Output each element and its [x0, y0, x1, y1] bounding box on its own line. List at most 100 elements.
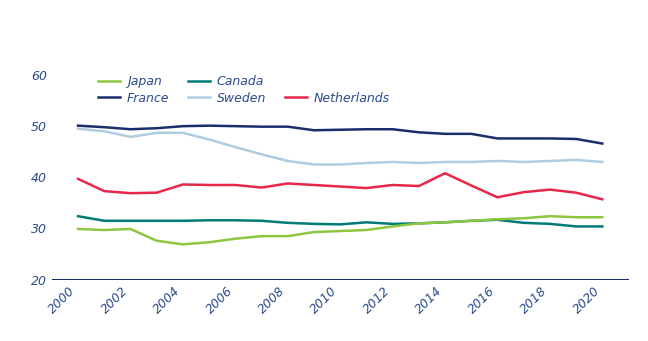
Sweden [494, 159, 502, 163]
Netherlands [100, 189, 108, 193]
Netherlands [231, 183, 239, 187]
Netherlands [362, 186, 370, 190]
Sweden [520, 160, 527, 164]
Line: France: France [78, 125, 603, 144]
Japan [441, 220, 449, 224]
France [467, 132, 475, 136]
Japan [572, 215, 580, 219]
Japan [179, 242, 187, 246]
Netherlands [336, 184, 344, 189]
Canada [74, 214, 82, 218]
France [153, 126, 161, 130]
Canada [100, 219, 108, 223]
Sweden [362, 161, 370, 165]
Japan [74, 227, 82, 231]
Netherlands [258, 186, 266, 190]
Japan [389, 224, 397, 228]
Canada [494, 218, 502, 222]
Sweden [336, 162, 344, 166]
Sweden [389, 160, 397, 164]
France [336, 128, 344, 132]
France [494, 136, 502, 140]
Netherlands [310, 183, 318, 187]
Netherlands [74, 177, 82, 181]
Line: Netherlands: Netherlands [78, 173, 603, 199]
Line: Sweden: Sweden [78, 129, 603, 164]
Japan [258, 234, 266, 238]
Sweden [599, 160, 607, 164]
Netherlands [415, 184, 422, 188]
Canada [467, 219, 475, 223]
France [572, 137, 580, 141]
Canada [179, 219, 187, 223]
Netherlands [572, 191, 580, 195]
Netherlands [284, 181, 292, 186]
Japan [546, 214, 554, 218]
Japan [310, 230, 318, 234]
Netherlands [179, 182, 187, 187]
France [362, 127, 370, 131]
France [205, 123, 213, 128]
France [284, 124, 292, 129]
Canada [599, 224, 607, 228]
Sweden [205, 137, 213, 142]
France [310, 128, 318, 132]
France [100, 125, 108, 129]
Japan [284, 234, 292, 238]
Legend: Japan, France, Canada, Sweden, , Netherlands: Japan, France, Canada, Sweden, , Netherl… [98, 75, 389, 105]
Line: Japan: Japan [78, 216, 603, 244]
Japan [126, 227, 134, 231]
Sweden [126, 135, 134, 139]
Netherlands [126, 191, 134, 195]
Sweden [153, 131, 161, 135]
Canada [336, 222, 344, 226]
Canada [258, 219, 266, 223]
Sweden [415, 161, 422, 165]
Japan [362, 228, 370, 232]
Netherlands [205, 183, 213, 187]
Sweden [546, 159, 554, 163]
France [231, 124, 239, 128]
Sweden [310, 162, 318, 166]
Japan [467, 219, 475, 223]
Japan [520, 216, 527, 220]
Canada [389, 222, 397, 226]
France [520, 136, 527, 140]
Netherlands [441, 171, 449, 175]
Sweden [100, 129, 108, 133]
Canada [231, 218, 239, 222]
France [126, 127, 134, 131]
France [546, 136, 554, 140]
Line: Canada: Canada [78, 216, 603, 226]
Netherlands [389, 183, 397, 187]
Netherlands [467, 183, 475, 188]
France [74, 123, 82, 128]
Japan [231, 237, 239, 241]
Sweden [467, 160, 475, 164]
Japan [599, 215, 607, 219]
Netherlands [599, 197, 607, 201]
Japan [205, 240, 213, 244]
Canada [362, 220, 370, 224]
Netherlands [520, 190, 527, 194]
France [441, 132, 449, 136]
Canada [205, 218, 213, 222]
Netherlands [494, 195, 502, 199]
Canada [441, 220, 449, 224]
Sweden [231, 145, 239, 149]
Canada [153, 219, 161, 223]
Canada [546, 222, 554, 226]
Canada [310, 222, 318, 226]
Sweden [258, 152, 266, 156]
Canada [572, 224, 580, 228]
Sweden [179, 131, 187, 135]
Japan [100, 228, 108, 232]
Japan [494, 217, 502, 221]
Canada [126, 219, 134, 223]
France [258, 124, 266, 129]
Canada [415, 221, 422, 225]
France [179, 124, 187, 128]
Sweden [74, 127, 82, 131]
France [415, 130, 422, 134]
Sweden [572, 158, 580, 162]
